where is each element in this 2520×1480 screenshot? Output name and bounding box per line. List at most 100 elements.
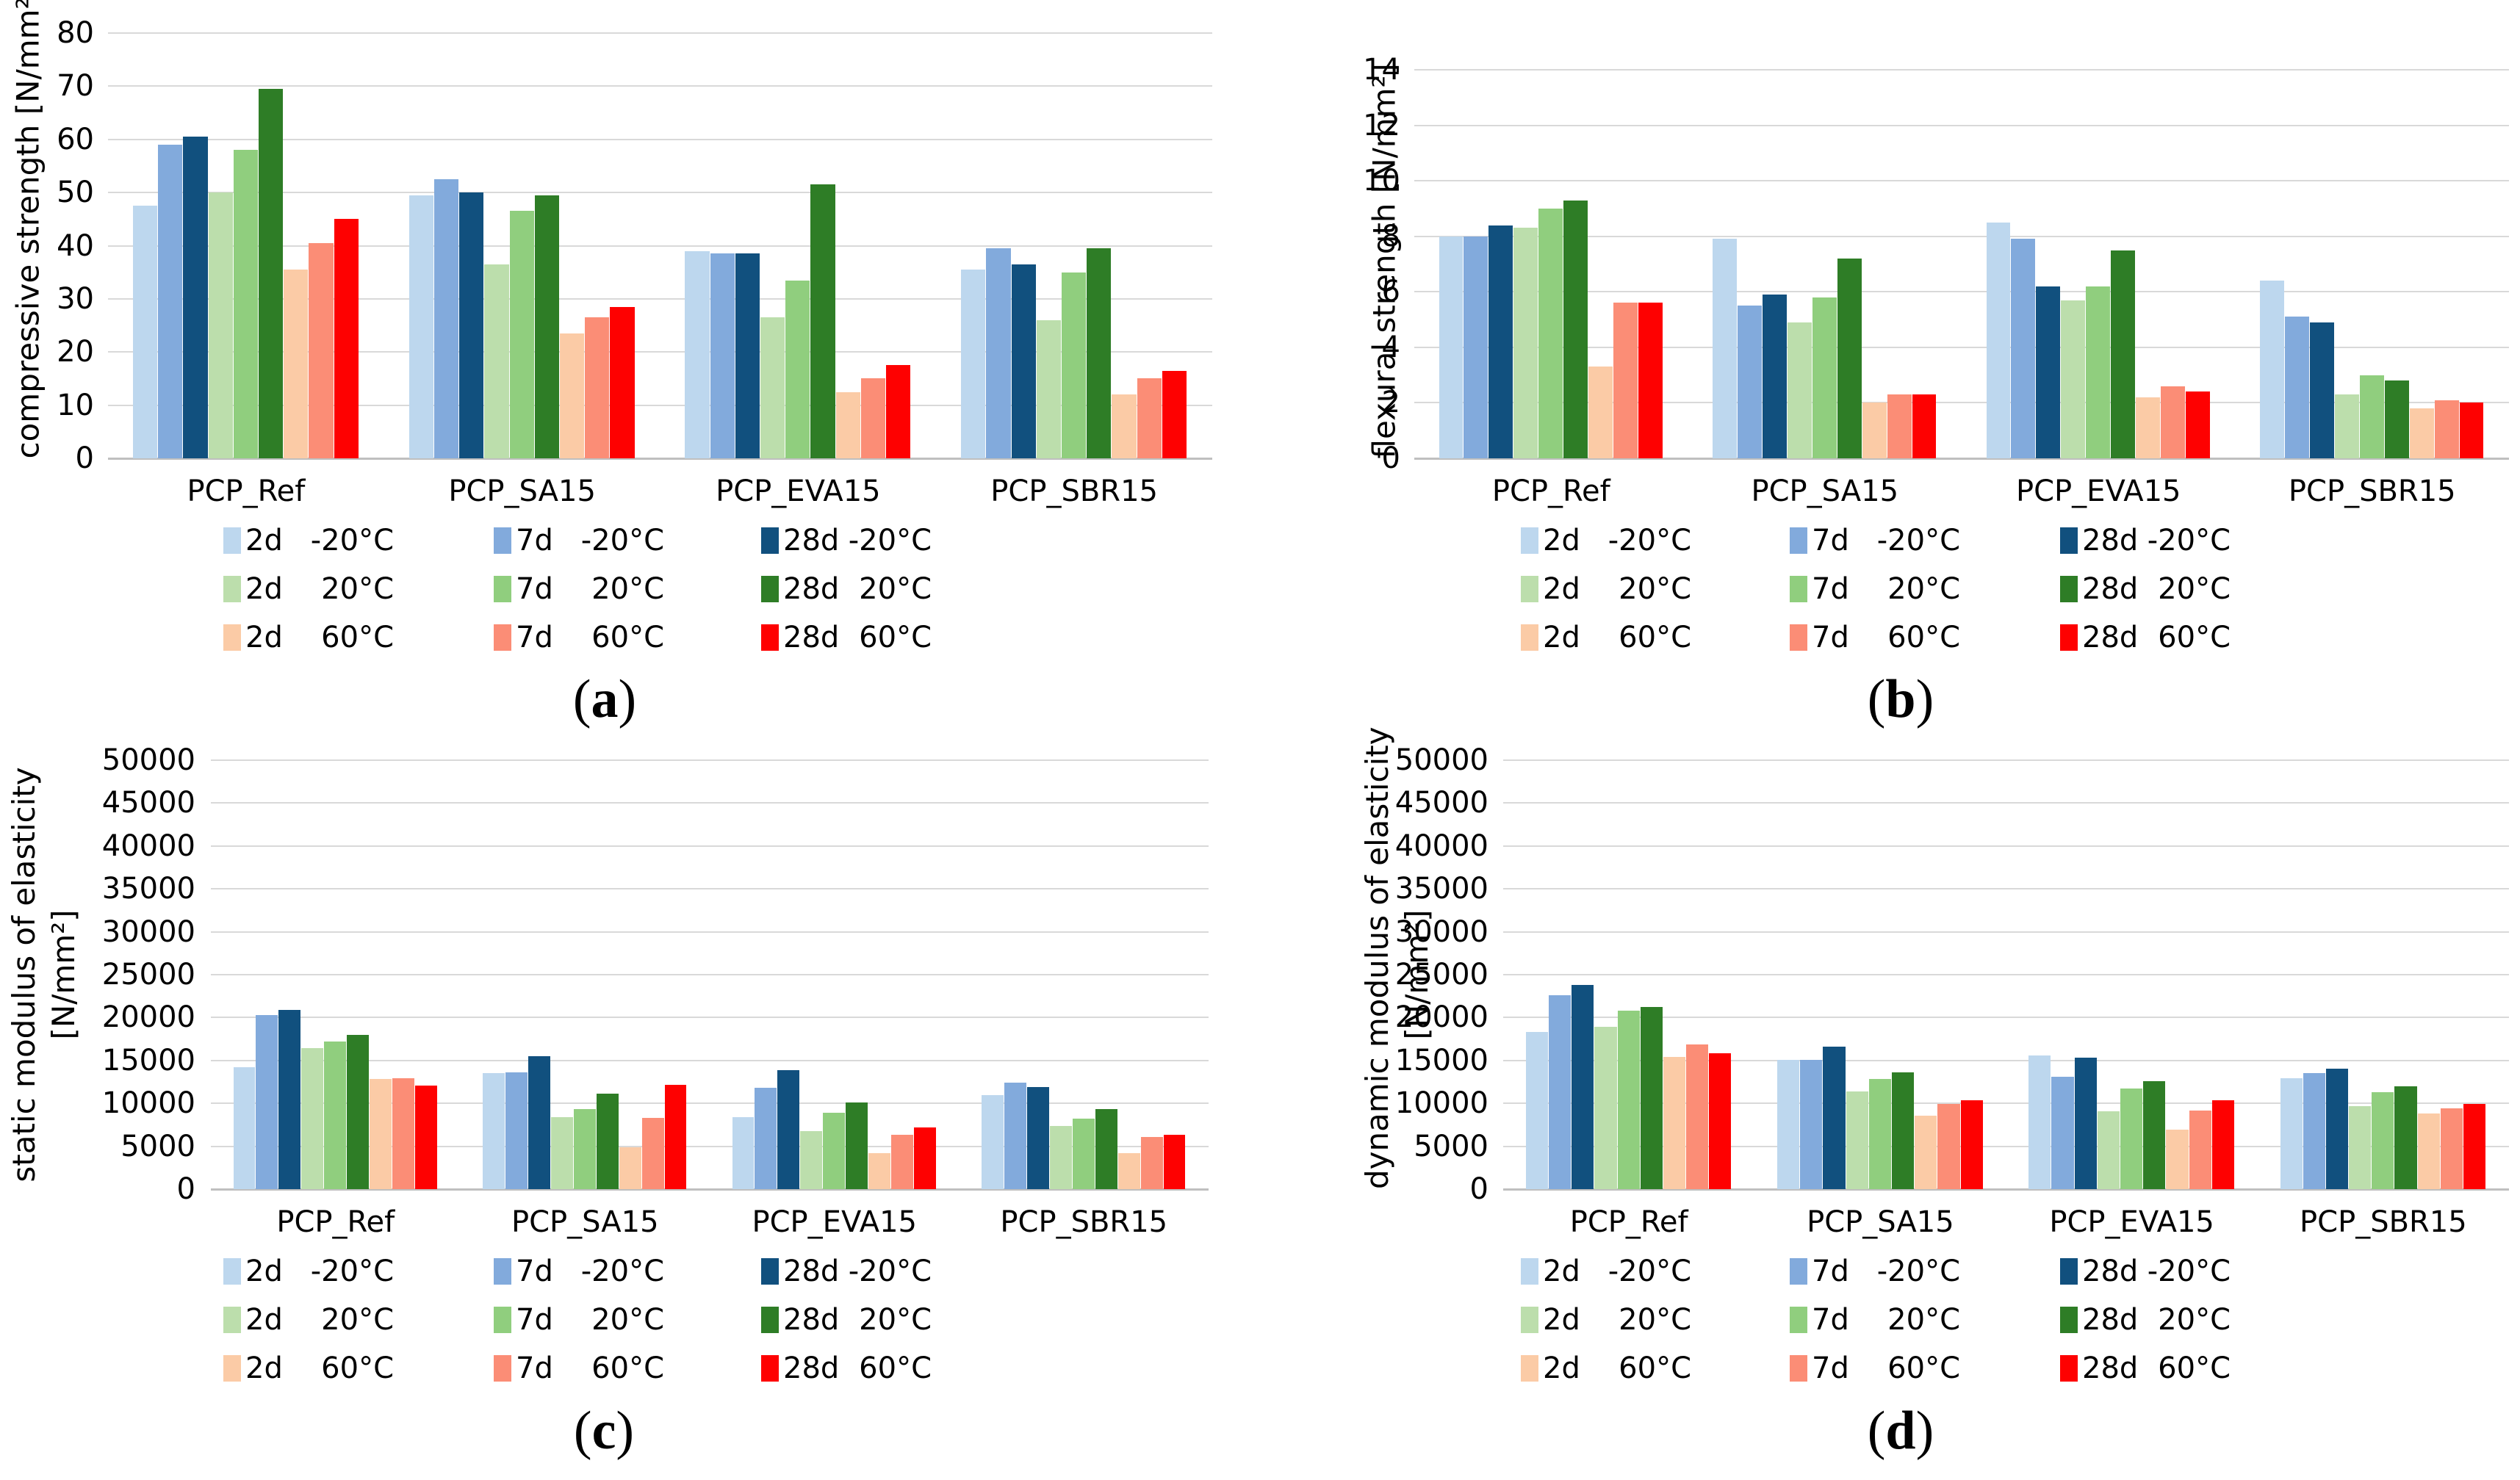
legend-swatch-28d-20C	[761, 1307, 779, 1333]
gridline	[211, 1059, 1209, 1061]
x-category-label: PCP_SA15	[448, 474, 596, 508]
bar-PCP_SA15-2d-20C	[1787, 322, 1812, 458]
y-axis-tick-label: 30000	[1394, 914, 1488, 949]
bar-PCP_Ref-7d-20C	[233, 150, 258, 458]
bar-PCP_EVA15-2d--20C	[2028, 1055, 2051, 1189]
legend-temp-label: -20°C	[580, 524, 664, 557]
bar-PCP_SA15-28d-60C	[610, 306, 635, 458]
bar-PCP_SBR15-7d-60C	[2434, 400, 2459, 458]
bar-PCP_Ref-28d--20C	[1488, 225, 1513, 458]
legend-swatch-7d-60C	[1790, 624, 1807, 651]
gridline	[211, 1017, 1209, 1019]
legend-swatch-7d-20C	[1790, 1307, 1807, 1333]
legend-temp-label: -20°C	[1608, 524, 1691, 557]
y-axis-title: dynamic modulus of elasticity [N/mm²]	[1358, 727, 1437, 1190]
bar-PCP_EVA15-7d-60C	[860, 378, 886, 458]
gridline	[1503, 802, 2509, 804]
bar-PCP_SA15-7d-20C	[509, 211, 534, 458]
legend-swatch-2d--20C	[223, 1258, 241, 1285]
caption-paren: (	[1867, 1401, 1886, 1461]
legend-day-label: 28d	[2082, 1351, 2139, 1385]
bar-PCP_SBR15-2d-60C	[2417, 1113, 2440, 1189]
x-category-label: PCP_SBR15	[990, 474, 1158, 508]
legend-temp-label: 20°C	[591, 1303, 664, 1337]
x-category-label: PCP_EVA15	[2015, 474, 2181, 508]
bar-PCP_SBR15-2d-60C	[1112, 394, 1137, 458]
gridline	[1503, 1017, 2509, 1019]
gridline	[211, 759, 1209, 761]
bar-PCP_SBR15-28d--20C	[1026, 1087, 1049, 1189]
bar-PCP_Ref-7d-60C	[309, 242, 334, 458]
bar-PCP_EVA15-28d-60C	[2186, 391, 2210, 458]
gridline	[211, 888, 1209, 890]
bar-PCP_EVA15-28d--20C	[2036, 286, 2061, 458]
legend-day-label: 7d	[516, 524, 553, 557]
bar-PCP_SA15-28d--20C	[528, 1055, 550, 1189]
bar-PCP_SA15-2d--20C	[483, 1073, 505, 1189]
legend-swatch-28d-20C	[2060, 1307, 2078, 1333]
x-category-label: PCP_EVA15	[752, 1205, 918, 1239]
legend-day-label: 28d	[2082, 524, 2139, 557]
bar-PCP_EVA15-28d-60C	[886, 365, 911, 458]
panel-caption: (b)	[1868, 670, 1934, 729]
y-axis-tick-label: 60	[57, 122, 94, 156]
legend-swatch-7d-20C	[494, 1307, 511, 1333]
bar-PCP_Ref-28d--20C	[183, 137, 208, 458]
bar-PCP_SA15-2d-20C	[550, 1116, 573, 1189]
bar-PCP_SA15-28d-60C	[664, 1084, 687, 1189]
legend-temp-label: 20°C	[1887, 572, 1960, 606]
y-axis-tick-label: 10000	[101, 1086, 195, 1121]
bar-PCP_EVA15-28d-20C	[846, 1102, 868, 1189]
legend-swatch-2d-20C	[223, 576, 241, 602]
bar-PCP_SA15-2d--20C	[408, 195, 433, 458]
bar-PCP_SA15-2d--20C	[1713, 239, 1737, 458]
legend-temp-label: 60°C	[859, 1351, 932, 1385]
bar-PCP_SBR15-7d-20C	[2372, 1092, 2394, 1189]
gridline	[108, 351, 1212, 353]
legend-temp-label: -20°C	[2147, 1255, 2231, 1288]
bar-PCP_SBR15-28d-20C	[2384, 380, 2409, 458]
legend-temp-label: 20°C	[1887, 1303, 1960, 1337]
legend-swatch-28d--20C	[2060, 527, 2078, 554]
bar-PCP_Ref-7d--20C	[158, 144, 183, 458]
caption-letter: d	[1885, 1401, 1916, 1461]
caption-paren: )	[618, 669, 637, 729]
bar-PCP_Ref-28d-20C	[1640, 1007, 1663, 1189]
bar-PCP_SA15-7d-60C	[585, 317, 610, 458]
legend-swatch-28d-60C	[2060, 1355, 2078, 1382]
bar-PCP_EVA15-28d-60C	[914, 1127, 936, 1189]
x-axis-line	[1503, 1188, 2509, 1191]
legend-swatch-7d-60C	[1790, 1355, 1807, 1382]
bar-PCP_Ref-28d-20C	[1563, 200, 1588, 458]
bar-PCP_SBR15-2d-20C	[2349, 1105, 2372, 1189]
y-axis-tick-label: 20000	[1394, 1000, 1488, 1035]
legend-day-label: 28d	[783, 1303, 840, 1337]
legend-swatch-28d-60C	[761, 624, 779, 651]
bar-PCP_SBR15-2d--20C	[2260, 281, 2284, 458]
y-axis-tick-label: 45000	[101, 786, 195, 820]
bar-PCP_Ref-2d-20C	[301, 1048, 324, 1189]
bar-PCP_SA15-2d-20C	[1846, 1091, 1868, 1189]
legend-temp-label: 20°C	[2158, 572, 2231, 606]
bar-PCP_EVA15-7d--20C	[2011, 239, 2036, 458]
legend-day-label: 2d	[245, 1303, 283, 1337]
bar-PCP_SBR15-28d-60C	[2459, 403, 2484, 458]
y-axis-tick-label: 5000	[1414, 1129, 1488, 1163]
legend-swatch-7d--20C	[494, 527, 511, 554]
legend-swatch-7d-20C	[1790, 576, 1807, 602]
gridline	[1503, 931, 2509, 933]
bar-PCP_EVA15-2d-20C	[800, 1130, 823, 1189]
y-axis-tick-label: 4	[1381, 330, 1400, 364]
y-axis-tick-label: 15000	[101, 1043, 195, 1077]
bar-PCP_Ref-7d-60C	[1613, 303, 1638, 458]
bar-PCP_EVA15-2d-60C	[2136, 397, 2161, 458]
gridline	[1414, 69, 2509, 71]
bar-PCP_EVA15-2d-60C	[868, 1152, 891, 1189]
bar-PCP_Ref-2d-60C	[284, 270, 309, 458]
legend-swatch-2d--20C	[1521, 527, 1538, 554]
y-axis-tick-label: 5000	[120, 1129, 195, 1163]
bar-PCP_Ref-28d-60C	[1638, 303, 1663, 458]
gridline	[1414, 402, 2509, 404]
bar-PCP_EVA15-7d--20C	[755, 1088, 777, 1189]
y-axis-tick-label: 35000	[1394, 872, 1488, 906]
